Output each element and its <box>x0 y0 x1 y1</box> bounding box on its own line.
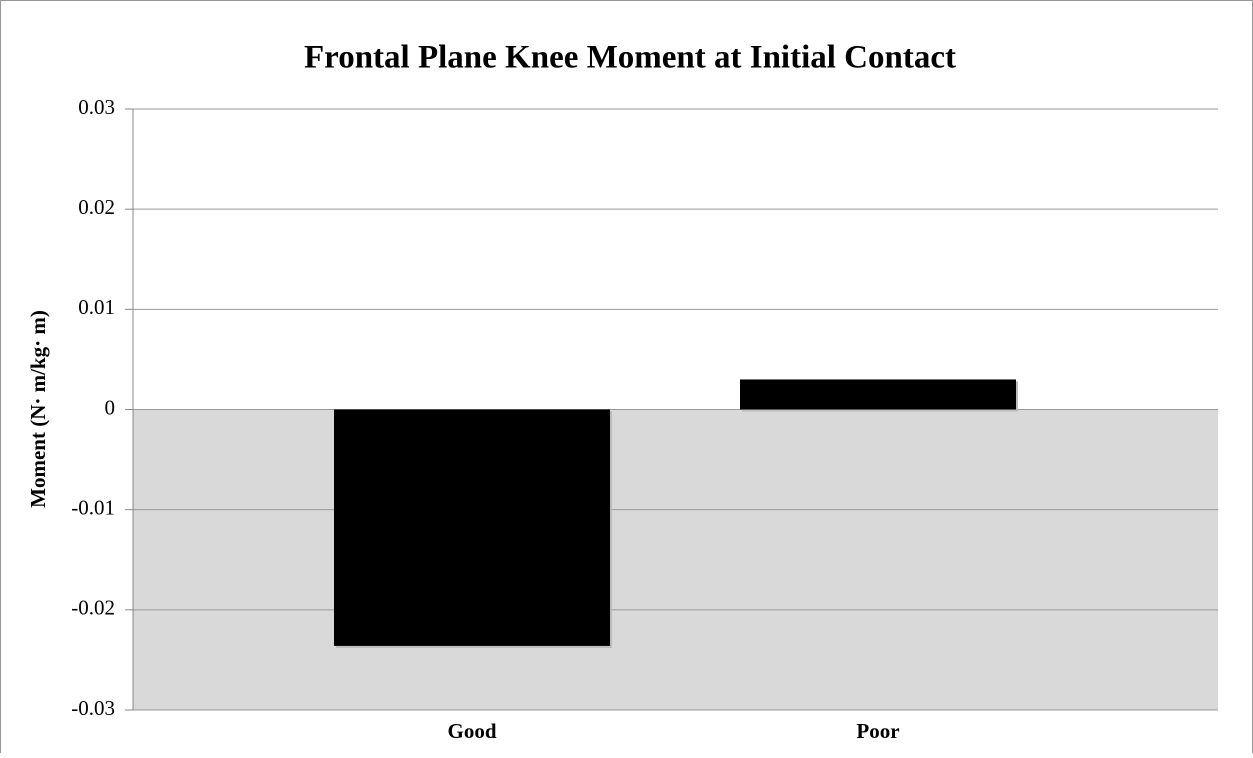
y-tick-label: -0.03 <box>71 696 115 720</box>
y-tick-label: 0.03 <box>78 95 115 119</box>
x-tick-label: Poor <box>856 719 899 743</box>
bar <box>740 379 1016 410</box>
y-tick-label: -0.02 <box>71 596 115 620</box>
bar <box>334 409 610 646</box>
y-tick-label: 0.02 <box>78 195 115 219</box>
chart-title: Frontal Plane Knee Moment at Initial Con… <box>304 40 956 76</box>
y-axis-title: Moment (N· m/kg· m) <box>26 310 50 508</box>
negative-region <box>133 409 1218 710</box>
y-tick-label: 0.01 <box>78 295 115 319</box>
y-tick-label: -0.01 <box>71 495 115 519</box>
x-tick-label: Good <box>447 719 496 743</box>
y-tick-label: 0 <box>105 395 116 419</box>
